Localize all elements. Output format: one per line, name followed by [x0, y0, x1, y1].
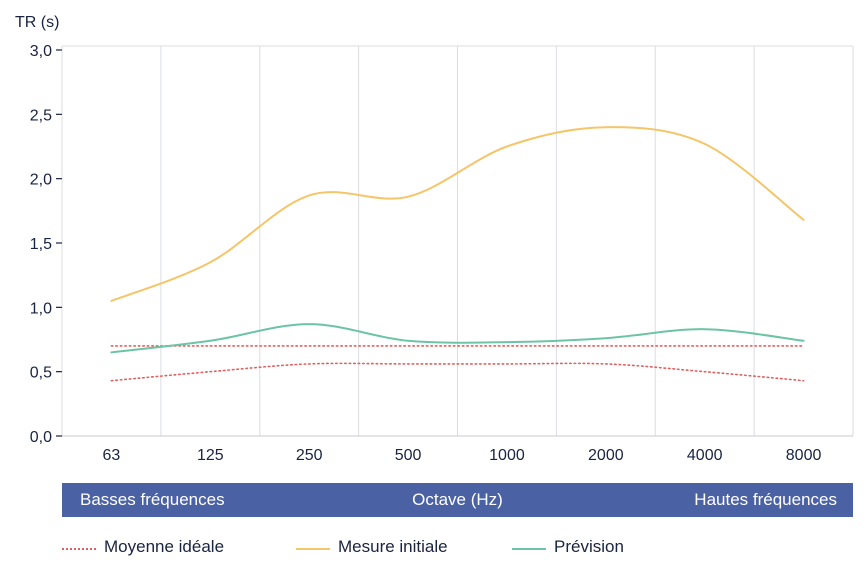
legend-swatch-mesure — [296, 548, 330, 550]
series-lines — [110, 126, 805, 382]
legend-swatch-moyenne — [62, 548, 96, 550]
x-tick-label: 4000 — [687, 447, 723, 464]
legend-label-prevision: Prévision — [554, 537, 624, 556]
y-tick-label: 1,5 — [30, 236, 52, 253]
x-tick-label: 1000 — [489, 447, 525, 464]
series-line-prevision — [110, 323, 805, 354]
octave-band: Basses fréquences Octave (Hz) Hautes fré… — [62, 483, 853, 517]
series-line-moyenne-ideale-lower — [110, 362, 805, 382]
x-tick-labels: 63 125 250 500 1000 2000 4000 8000 — [103, 447, 822, 464]
x-tick-label: 250 — [296, 447, 323, 464]
y-axis-label: TR (s) — [15, 14, 59, 31]
y-tick-label: 2,5 — [30, 107, 52, 124]
y-tick-label: 3,0 — [30, 43, 52, 60]
legend-swatch-prevision — [512, 548, 546, 550]
x-tick-label: 63 — [103, 447, 121, 464]
y-tick-labels: 0,0 0,5 1,0 1,5 2,0 2,5 3,0 — [30, 43, 62, 446]
x-axis-label: Octave (Hz) — [412, 490, 503, 509]
x-tick-label: 125 — [197, 447, 224, 464]
band-left-label: Basses fréquences — [80, 490, 225, 509]
grid-lines — [61, 45, 854, 437]
reverberation-time-chart: 0,0 0,5 1,0 1,5 2,0 2,5 3,0 63 125 250 500 1000 200… — [15, 14, 854, 464]
legend-label-mesure: Mesure initiale — [338, 537, 448, 556]
x-tick-label: 500 — [395, 447, 422, 464]
x-tick-label: 2000 — [588, 447, 624, 464]
y-tick-label: 2,0 — [30, 172, 52, 189]
y-tick-label: 0,0 — [30, 429, 52, 446]
band-right-label: Hautes fréquences — [694, 490, 837, 509]
series-line-mesure-initiale — [110, 126, 805, 302]
y-tick-label: 1,0 — [30, 300, 52, 317]
legend-label-moyenne: Moyenne idéale — [104, 537, 225, 556]
x-tick-label: 8000 — [786, 447, 822, 464]
y-tick-label: 0,5 — [30, 365, 52, 382]
